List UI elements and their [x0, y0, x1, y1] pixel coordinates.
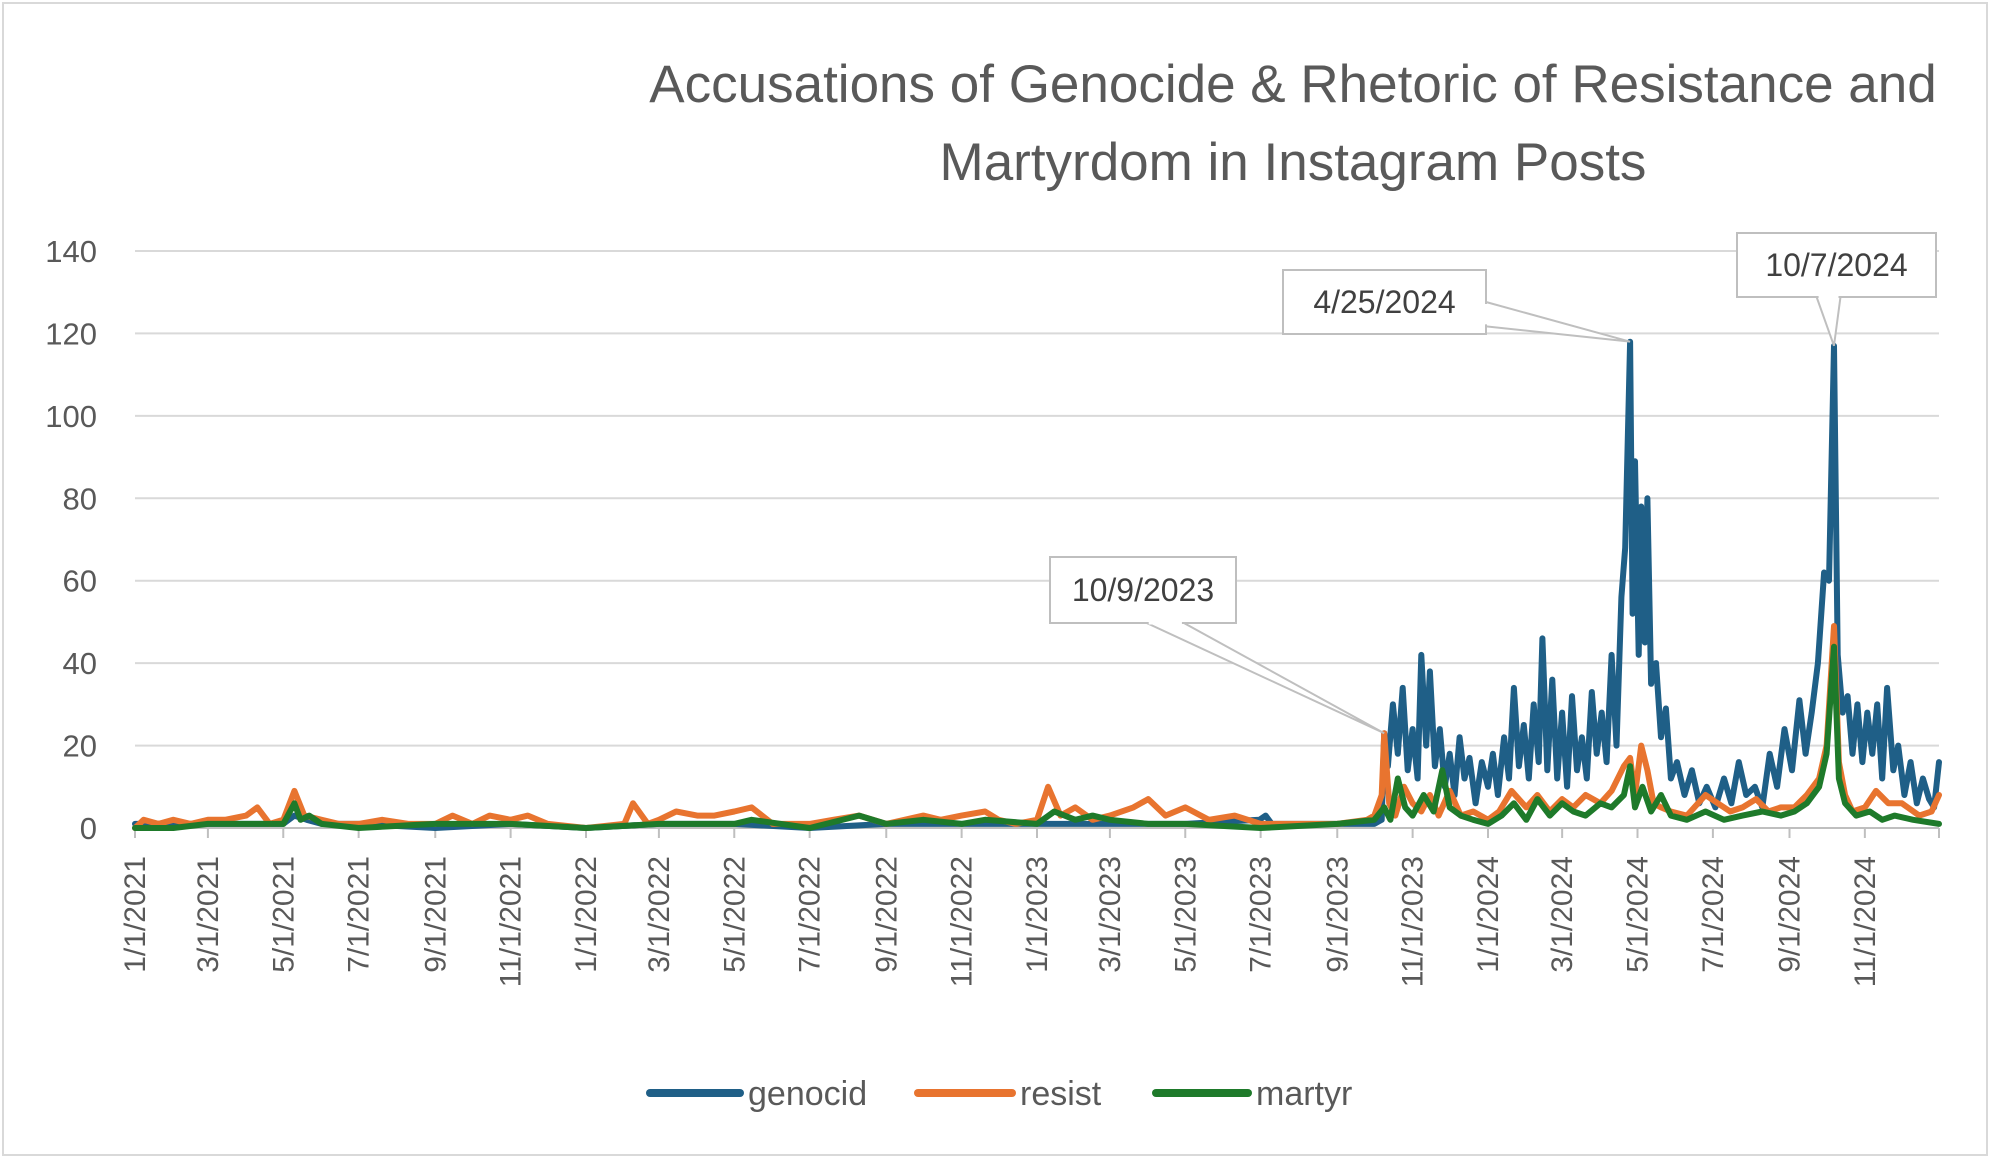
x-tick-label: 5/1/2024 [1622, 856, 1655, 973]
x-tick-label: 9/1/2023 [1321, 856, 1354, 973]
x-tick-label: 9/1/2024 [1773, 856, 1806, 973]
chart-title-line-1: Accusations of Genocide & Rhetoric of Re… [649, 55, 1936, 114]
y-tick-label: 140 [45, 234, 97, 269]
x-tick-label: 9/1/2021 [419, 856, 452, 973]
x-tick-label: 7/1/2021 [343, 856, 376, 973]
x-tick-label: 3/1/2023 [1094, 856, 1127, 973]
callout-box [1736, 232, 1937, 298]
x-tick-label: 11/1/2021 [495, 856, 528, 987]
legend-item-genocid: genocid [646, 1075, 867, 1113]
y-tick-label: 120 [45, 316, 97, 351]
x-tick-label: 1/1/2022 [570, 856, 603, 973]
y-tick-label: 80 [63, 481, 97, 516]
callouts: 10/9/2023 4/25/2024 10/7/2024 [1049, 232, 1937, 735]
series-line-genocid [132, 338, 1942, 831]
series-line-martyr [132, 643, 1942, 831]
x-tick-label: 7/1/2023 [1245, 856, 1278, 973]
callout-box [1049, 556, 1237, 624]
series-line-resist [132, 623, 1942, 831]
callout: 10/9/2023 [1049, 556, 1385, 735]
legend-item-martyr: martyr [1152, 1075, 1352, 1113]
chart-title-line-2: Martyrdom in Instagram Posts [940, 133, 1647, 192]
x-tick-label: 7/1/2024 [1697, 856, 1730, 973]
legend-label: resist [1020, 1075, 1102, 1113]
y-axis-ticks: 0 20 40 60 80 100 120 140 [45, 234, 97, 846]
y-tick-label: 0 [80, 811, 97, 846]
x-tick-label: 3/1/2022 [643, 856, 676, 973]
x-tick-label: 7/1/2022 [794, 856, 827, 973]
legend-label: martyr [1256, 1075, 1352, 1113]
x-axis: 1/1/2021 3/1/2021 5/1/2021 7/1/2021 9/1/2021… [119, 827, 1940, 987]
legend-item-resist: resist [914, 1075, 1102, 1113]
callout-pointer [1485, 300, 1631, 343]
y-tick-label: 60 [63, 564, 97, 599]
x-tick-label: 1/1/2024 [1472, 856, 1505, 973]
x-tick-label: 5/1/2021 [267, 856, 300, 973]
x-tick-label: 3/1/2024 [1546, 856, 1579, 973]
callout-label: 10/9/2023 [1072, 572, 1214, 608]
callout: 10/7/2024 [1736, 232, 1937, 347]
callout-pointer [1815, 296, 1842, 347]
gridlines [135, 250, 1939, 747]
y-tick-label: 100 [45, 399, 97, 434]
x-tick-label: 11/1/2022 [946, 856, 979, 987]
legend: genocid resist martyr [646, 1075, 1352, 1113]
series-lines [132, 338, 1942, 831]
callout: 4/25/2024 [1282, 269, 1631, 343]
x-tick-label: 1/1/2021 [119, 856, 152, 973]
y-tick-label: 40 [63, 646, 97, 681]
x-tick-label: 9/1/2022 [870, 856, 903, 973]
x-tick-label: 11/1/2023 [1397, 856, 1430, 987]
callout-label: 10/7/2024 [1765, 247, 1907, 283]
chart-svg: Accusations of Genocide & Rhetoric of Re… [45, 55, 1942, 1113]
y-tick-label: 20 [63, 729, 97, 764]
callout-pointer [1146, 622, 1385, 735]
callout-label: 4/25/2024 [1313, 284, 1455, 320]
x-tick-label: 5/1/2023 [1169, 856, 1202, 973]
x-tick-label: 11/1/2024 [1849, 856, 1882, 987]
chart-title: Accusations of Genocide & Rhetoric of Re… [649, 55, 1936, 192]
x-tick-label: 3/1/2021 [192, 856, 225, 973]
x-tick-label: 1/1/2023 [1021, 856, 1054, 973]
callout-box [1282, 269, 1487, 335]
x-tick-label: 5/1/2022 [718, 856, 751, 973]
legend-label: genocid [748, 1075, 867, 1113]
